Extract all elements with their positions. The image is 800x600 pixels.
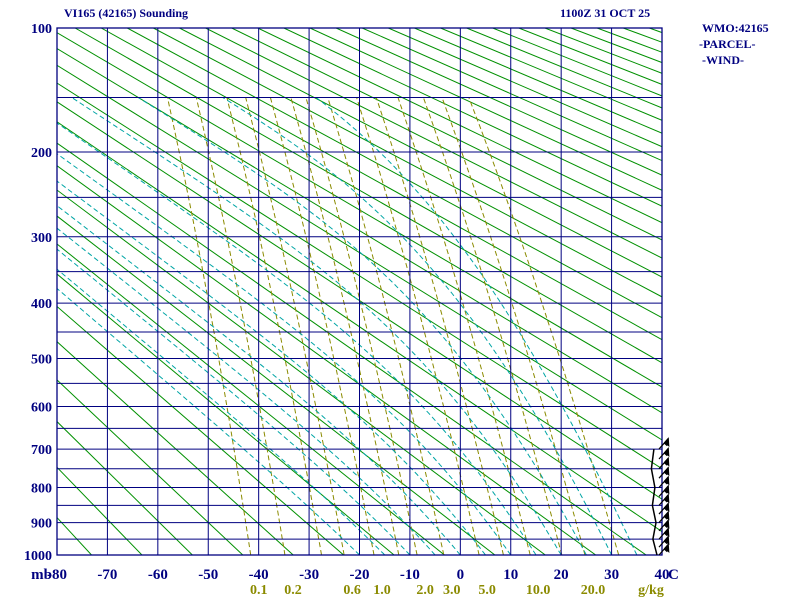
legend-wind: -WIND- [702,53,744,67]
wind-barb-tick [663,462,668,466]
wind-barb-column [658,437,670,556]
mixing-ratio-value-label: 0.6 [343,583,361,598]
chart-title: VI165 (42165) Sounding [64,6,189,20]
pressure-tick-label: 500 [31,353,52,368]
wind-barb-tick [663,516,668,520]
temperature-tick-label: 40 [655,567,670,583]
wind-barb-tick [663,507,668,512]
mixing-ratio-unit-label: g/kg [638,583,664,598]
mixing-ratio-value-label: 20.0 [581,583,606,598]
temperature-unit-label: C [668,567,679,583]
mixing-ratio-value-label: 1.0 [373,583,391,598]
wind-barb-flag [664,535,670,546]
temperature-tick-label: 10 [503,567,518,583]
pressure-isotherm-grid [56,27,663,556]
wind-barb-flag [664,437,670,448]
wind-barb-tick [663,532,668,537]
wind-barb-tick [663,471,668,476]
temperature-tick-label: -60 [148,567,168,583]
wind-barb-tick [663,548,668,553]
pressure-tick-label: 200 [31,146,52,161]
mixing-ratio-value-label: 10.0 [526,583,551,598]
pressure-tick-label: 800 [31,481,52,496]
legend-parcel: -PARCEL- [699,37,756,51]
pressure-tick-label: 100 [31,22,52,37]
pressure-tick-label: 900 [31,517,52,532]
wind-barb-tick [663,524,668,529]
temperature-tick-label: -30 [299,567,319,583]
mixing-ratio-value-label: 0.1 [250,583,268,598]
mixing-ratio-labels: 0.1 0.2 0.6 1.0 2.0 3.0 5.0 10.0 20.0 g/kg [250,583,664,598]
wind-barb-tick [663,442,668,447]
legend-wmo-station: WMO:42165 [702,21,769,35]
mixing-ratio-lines [167,97,620,555]
temperature-tick-label: -80 [47,567,67,583]
temperature-tick-label: -70 [97,567,117,583]
mixing-ratio-value-label: 5.0 [478,583,496,598]
mixing-ratio-value-label: 2.0 [416,583,434,598]
wind-barb-tick [663,481,668,485]
temperature-tick-label: -50 [198,567,218,583]
pressure-tick-label: 1000 [24,549,52,564]
wind-barb-flag [664,543,670,553]
moist-adiabats [57,97,638,555]
pressure-tick-label: 300 [31,231,52,246]
wind-barb-flag [664,493,670,504]
wind-barb-flag [664,456,670,467]
temperature-tick-label: 0 [457,567,465,583]
wind-barb-flag [664,502,670,513]
wind-barb-flag [664,527,670,538]
temperature-tick-label: 30 [604,567,619,583]
temperature-tick-label: -40 [249,567,269,583]
wind-barb-tick [663,452,668,457]
pressure-tick-label: 700 [31,443,52,458]
mixing-ratio-value-label: 0.2 [284,583,302,598]
chart-datetime: 1100Z 31 OCT 25 [560,6,651,20]
wind-barb-flag [664,484,670,495]
wind-barb-tick [663,498,668,503]
wind-barb-tick [663,490,668,494]
temperature-tick-label: 20 [554,567,569,583]
wind-barb-flag [664,518,670,529]
pressure-tick-label: 400 [31,297,52,312]
wind-barb-flag [664,447,670,457]
wind-barb-flag [664,466,670,477]
mixing-ratio-value-label: 3.0 [443,583,461,598]
wind-barb-flag [664,510,670,521]
wind-barb-tick [663,540,668,545]
pressure-tick-label: 600 [31,401,52,416]
temperature-tick-label: -10 [400,567,420,583]
wind-barb-flag [664,475,670,486]
pressure-unit-label: mb [31,567,52,583]
temperature-tick-label: -20 [350,567,370,583]
sounding-trace [650,449,658,556]
